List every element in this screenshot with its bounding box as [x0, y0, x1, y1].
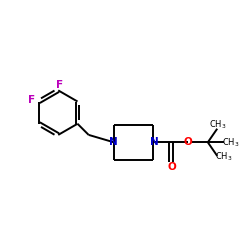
Text: N: N — [109, 137, 118, 147]
Text: CH$_3$: CH$_3$ — [215, 150, 233, 163]
Text: F: F — [28, 95, 35, 105]
Text: O: O — [168, 162, 176, 172]
Text: F: F — [56, 80, 63, 90]
Text: CH$_3$: CH$_3$ — [209, 118, 226, 130]
Text: CH$_3$: CH$_3$ — [222, 136, 240, 148]
Text: N: N — [150, 137, 158, 147]
Text: O: O — [184, 137, 192, 147]
